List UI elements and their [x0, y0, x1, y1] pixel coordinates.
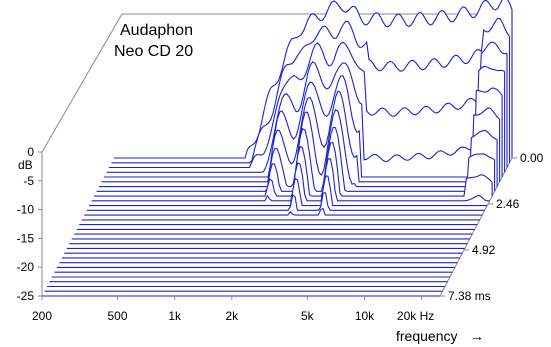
y-tick-label-5: -25 — [17, 289, 35, 303]
trace-line — [84, 207, 483, 216]
z-tick-label-0: 0.00 — [520, 151, 544, 165]
trace-slice-12 — [84, 207, 483, 216]
x-tick-label-2: 1k — [168, 309, 182, 323]
y-tick-label-3: -15 — [17, 231, 35, 245]
x-tick-label-6: 20k Hz — [397, 309, 434, 323]
waterfall-traces — [42, 0, 513, 297]
trace-fill — [84, 208, 483, 216]
x-tick-label-5: 10k — [355, 309, 375, 323]
trace-line — [104, 75, 503, 178]
trace-line — [106, 61, 505, 173]
trace-slice-10 — [89, 175, 488, 207]
x-tick-label-1: 500 — [107, 309, 127, 323]
frame-left-top — [41, 13, 123, 153]
y-axis: dB 0 -5 -10 -15 -20 -25 — [17, 145, 42, 303]
x-axis: frequency → 200 500 1k 2k 5k 10k 20k Hz — [32, 296, 484, 344]
trace-line — [101, 90, 500, 183]
z-tick-label-1: 2.46 — [496, 197, 520, 211]
z-axis: 0.00 2.46 4.92 7.38 ms — [440, 151, 544, 303]
title-line-1: Audaphon — [120, 22, 193, 39]
x-axis-arrow: → — [470, 328, 484, 344]
x-tick-label-3: 2k — [225, 309, 239, 323]
x-tick-label-0: 200 — [32, 309, 52, 323]
x-axis-label: frequency — [396, 328, 457, 344]
y-tick-label-4: -20 — [17, 260, 35, 274]
trace-slice-11 — [86, 192, 485, 211]
z-tick-label-2: 4.92 — [472, 243, 496, 257]
y-tick-label-1: -5 — [23, 174, 34, 188]
trace-fill — [86, 192, 485, 211]
trace-line — [111, 17, 510, 164]
y-tick-label-2: -10 — [17, 203, 35, 217]
trace-line — [114, 0, 513, 159]
title-line-2: Neo CD 20 — [114, 43, 193, 60]
trace-line — [109, 41, 508, 169]
z-tick-label-3: 7.38 ms — [448, 289, 491, 303]
x-tick-label-4: 5k — [301, 309, 315, 323]
trace-line — [86, 192, 485, 211]
chart-title: Audaphon Neo CD 20 — [114, 22, 193, 60]
y-axis-unit: dB — [18, 158, 33, 172]
y-tick-label-0: 0 — [27, 145, 34, 159]
trace-line — [89, 175, 488, 207]
